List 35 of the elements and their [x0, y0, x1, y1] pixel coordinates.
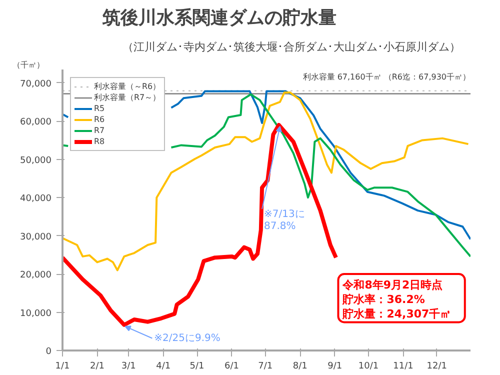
x-tick-label: 9/1 — [328, 362, 342, 372]
y-tick-label: 30,000 — [20, 232, 52, 242]
y-axis-title: （千㎥） — [12, 60, 44, 70]
chart-subtitle: （江川ダム･寺内ダム･筑後大堰･合所ダム･大山ダム･小石原川ダム） — [122, 40, 460, 54]
x-tick-label: 6/1 — [224, 362, 239, 372]
y-tick-label: 60,000 — [20, 118, 52, 128]
x-tick-label: 11/1 — [393, 362, 414, 372]
x-tick-label: 5/1 — [190, 362, 204, 372]
y-tick-label: 50,000 — [20, 156, 52, 166]
x-tick-label: 10/1 — [358, 362, 379, 372]
annotation: ※7/13に 87.8% — [264, 209, 305, 232]
x-tick-label: 3/1 — [121, 362, 136, 372]
annotation: 貯水率：36.2% — [342, 293, 425, 306]
x-tick-label: 12/1 — [426, 362, 447, 372]
annotation: 令和8年9月2日時点 — [342, 278, 443, 292]
annotation: 利水容量 67,160千㎥ （R6迄：67,930千㎥） — [302, 72, 470, 82]
legend-label: R7 — [94, 125, 106, 136]
ref-line-label: 利水容量（～R6） — [94, 81, 161, 92]
x-tick-label: 8/1 — [292, 362, 308, 372]
x-tick-label: 4/1 — [156, 362, 171, 372]
chart-title: 筑後川水系関連ダムの貯水量 — [102, 8, 336, 28]
y-tick-label: 70,000 — [20, 79, 52, 90]
legend-label: R8 — [94, 136, 106, 147]
x-tick-label: 1/1 — [55, 362, 70, 372]
ref-line-label: 利水容量（R7～） — [94, 92, 161, 103]
annotation: 貯水量：24,307千㎥ — [342, 308, 452, 321]
y-tick-label: 20,000 — [20, 270, 52, 281]
y-tick-label: 0 — [46, 347, 52, 357]
annotation: ※2/25に9.9% — [154, 332, 220, 344]
legend-label: R5 — [94, 103, 106, 114]
x-tick-label: 7/1 — [258, 362, 273, 372]
legend-label: R6 — [94, 114, 106, 125]
x-tick-label: 2/1 — [90, 362, 104, 372]
y-tick-label: 40,000 — [20, 194, 52, 204]
y-tick-label: 10,000 — [20, 308, 52, 319]
